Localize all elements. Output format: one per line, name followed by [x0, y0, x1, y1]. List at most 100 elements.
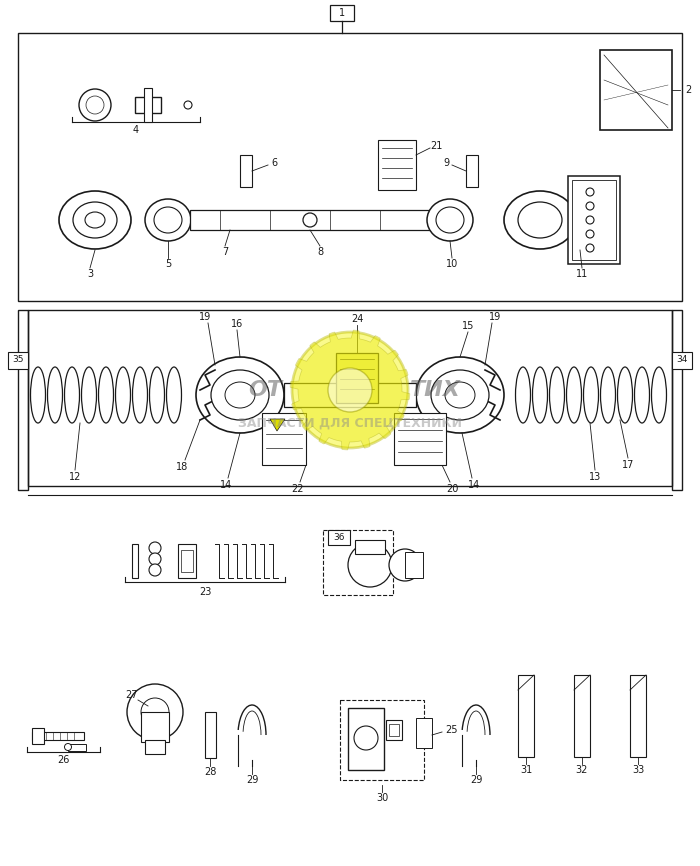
Bar	[348, 708, 384, 770]
Text: 24: 24	[351, 314, 363, 324]
Circle shape	[354, 726, 378, 750]
Ellipse shape	[145, 199, 191, 241]
Ellipse shape	[515, 367, 531, 423]
Text: 13: 13	[589, 472, 601, 482]
Bar	[574, 675, 590, 757]
Text: 6: 6	[271, 158, 277, 168]
Ellipse shape	[617, 367, 633, 423]
Bar	[32, 732, 84, 740]
Bar	[178, 544, 196, 578]
Bar	[28, 310, 672, 486]
Text: 15: 15	[462, 321, 474, 331]
Text: ЗАПЧАСТИ ДЛЯ СПЕЦТЕХНИКИ: ЗАПЧАСТИ ДЛЯ СПЕЦТЕХНИКИ	[238, 417, 462, 430]
Bar	[262, 413, 306, 465]
Ellipse shape	[225, 382, 255, 408]
Ellipse shape	[427, 199, 473, 241]
Ellipse shape	[116, 367, 130, 423]
Text: 32: 32	[576, 765, 588, 775]
Ellipse shape	[150, 367, 164, 423]
Ellipse shape	[59, 191, 131, 249]
Text: 18: 18	[176, 462, 188, 472]
Ellipse shape	[601, 367, 615, 423]
Ellipse shape	[31, 367, 46, 423]
Ellipse shape	[634, 367, 650, 423]
Ellipse shape	[167, 367, 181, 423]
Text: 1: 1	[339, 8, 345, 18]
Text: 19: 19	[199, 312, 211, 322]
Bar	[416, 718, 432, 748]
Text: 2: 2	[685, 85, 691, 95]
Text: ОТ: ОТ	[248, 380, 282, 400]
Ellipse shape	[550, 367, 564, 423]
Bar	[8, 352, 28, 369]
Text: 8: 8	[317, 247, 323, 257]
Bar	[68, 744, 86, 751]
Bar	[672, 352, 692, 369]
Circle shape	[149, 553, 161, 565]
Bar	[18, 310, 28, 490]
Ellipse shape	[533, 367, 547, 423]
Text: 4: 4	[133, 125, 139, 135]
Text: 34: 34	[676, 356, 687, 365]
Bar	[355, 540, 385, 554]
Text: 3: 3	[87, 269, 93, 279]
Ellipse shape	[81, 367, 97, 423]
Text: 21: 21	[430, 141, 442, 151]
Bar	[135, 97, 161, 113]
Bar	[568, 176, 620, 264]
Ellipse shape	[73, 202, 117, 238]
Circle shape	[303, 213, 317, 227]
Circle shape	[389, 549, 421, 581]
Circle shape	[586, 230, 594, 238]
Text: 7: 7	[222, 247, 228, 257]
Ellipse shape	[436, 207, 464, 233]
Circle shape	[292, 332, 408, 448]
Circle shape	[127, 684, 183, 740]
Ellipse shape	[132, 367, 148, 423]
Bar	[205, 712, 216, 758]
Bar	[18, 33, 682, 301]
Circle shape	[64, 744, 71, 751]
Bar	[394, 413, 446, 465]
Ellipse shape	[518, 202, 562, 238]
Text: 25: 25	[446, 725, 459, 735]
Bar	[132, 544, 138, 578]
Text: 12: 12	[69, 472, 81, 482]
Ellipse shape	[416, 357, 504, 433]
Ellipse shape	[196, 357, 284, 433]
Bar	[144, 88, 152, 122]
Text: 17: 17	[622, 460, 634, 470]
Text: 30: 30	[376, 793, 388, 803]
Ellipse shape	[85, 212, 105, 228]
Circle shape	[149, 564, 161, 576]
Text: 27: 27	[126, 690, 139, 700]
Circle shape	[586, 244, 594, 252]
Text: 33: 33	[632, 765, 644, 775]
Bar	[340, 700, 424, 780]
Text: 20: 20	[446, 484, 459, 494]
Circle shape	[86, 96, 104, 114]
Polygon shape	[290, 330, 410, 450]
Ellipse shape	[445, 382, 475, 408]
Bar	[32, 728, 44, 744]
Bar	[323, 530, 393, 595]
Bar	[389, 724, 399, 736]
Text: 36: 36	[333, 533, 344, 542]
Bar	[284, 383, 416, 407]
Text: 29: 29	[246, 775, 258, 785]
Bar	[330, 5, 354, 21]
Ellipse shape	[64, 367, 80, 423]
Ellipse shape	[48, 367, 62, 423]
Bar	[600, 50, 672, 130]
Text: 14: 14	[468, 480, 480, 490]
Text: 26: 26	[57, 755, 69, 765]
Bar	[145, 740, 165, 754]
Bar	[630, 675, 646, 757]
Bar	[190, 210, 430, 230]
Circle shape	[348, 543, 392, 587]
Text: 10: 10	[446, 259, 458, 269]
Bar	[518, 675, 534, 757]
Text: 5: 5	[165, 259, 171, 269]
Ellipse shape	[566, 367, 582, 423]
Bar	[572, 180, 616, 260]
